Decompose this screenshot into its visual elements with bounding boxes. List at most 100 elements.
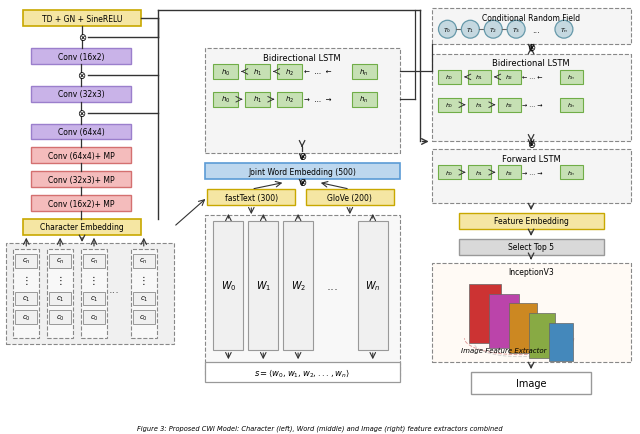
- Bar: [23, 11, 141, 27]
- Text: $c_1$: $c_1$: [140, 294, 148, 303]
- Text: $h_2$: $h_2$: [505, 73, 513, 82]
- Text: $h_n$: $h_n$: [566, 168, 575, 178]
- Text: Conv (64x4): Conv (64x4): [58, 128, 104, 137]
- Text: ...: ...: [532, 26, 540, 35]
- Bar: [81, 249, 107, 339]
- Text: Forward LSTM: Forward LSTM: [502, 155, 561, 164]
- Text: $c_n$: $c_n$: [56, 256, 65, 266]
- Text: Select Top 5: Select Top 5: [508, 243, 554, 252]
- Bar: [460, 214, 604, 230]
- Bar: [133, 254, 155, 268]
- Text: $T_1$: $T_1$: [467, 26, 474, 35]
- Text: Conv (64x4)+ MP: Conv (64x4)+ MP: [47, 151, 115, 161]
- Bar: [431, 263, 630, 362]
- Text: ...: ...: [108, 284, 119, 294]
- Text: $h_n$: $h_n$: [359, 67, 369, 77]
- Text: $T_0$: $T_0$: [444, 26, 452, 35]
- Text: $h_1$: $h_1$: [475, 101, 483, 110]
- Bar: [205, 216, 399, 376]
- Bar: [133, 311, 155, 325]
- Bar: [13, 249, 39, 339]
- Bar: [277, 92, 302, 108]
- Text: $c_0$: $c_0$: [90, 313, 99, 322]
- Bar: [469, 284, 501, 343]
- Text: → ... →: → ... →: [522, 103, 542, 108]
- Text: ⊗: ⊗: [298, 152, 306, 162]
- Text: TD + GN + SineRELU: TD + GN + SineRELU: [42, 15, 122, 24]
- Bar: [47, 249, 73, 339]
- Bar: [549, 324, 573, 361]
- Text: Image Feature Extractor: Image Feature Extractor: [461, 347, 547, 353]
- Text: $T_3$: $T_3$: [512, 26, 520, 35]
- Bar: [207, 190, 295, 206]
- Text: $c_n$: $c_n$: [140, 256, 148, 266]
- Text: GloVe (200): GloVe (200): [328, 193, 372, 202]
- Bar: [468, 166, 492, 180]
- Bar: [133, 292, 155, 306]
- Text: Feature Embedding: Feature Embedding: [493, 217, 568, 226]
- Text: $h_0$: $h_0$: [445, 168, 454, 178]
- Text: Image: Image: [516, 378, 547, 388]
- Bar: [471, 372, 591, 394]
- Text: Bidirectional LSTM: Bidirectional LSTM: [263, 53, 341, 62]
- Text: Conv (16x2)+ MP: Conv (16x2)+ MP: [48, 199, 115, 208]
- Text: $h_1$: $h_1$: [475, 168, 483, 178]
- Bar: [214, 65, 238, 80]
- Bar: [468, 99, 492, 112]
- Bar: [468, 71, 492, 85]
- Text: →  ...  →: → ... →: [304, 97, 332, 103]
- Text: $c_1$: $c_1$: [56, 294, 65, 303]
- Bar: [489, 294, 519, 349]
- Bar: [438, 99, 461, 112]
- Bar: [15, 254, 37, 268]
- Circle shape: [461, 21, 479, 39]
- Text: $W_1$: $W_1$: [255, 279, 271, 293]
- Text: $c_1$: $c_1$: [90, 294, 98, 303]
- Text: Bidirectional LSTM: Bidirectional LSTM: [492, 59, 570, 68]
- Text: $c_n$: $c_n$: [22, 256, 31, 266]
- Bar: [49, 292, 71, 306]
- Bar: [205, 164, 399, 180]
- Text: ←  ...  ←: ← ... ←: [304, 69, 332, 75]
- Bar: [438, 71, 461, 85]
- Text: ⊗: ⊗: [298, 178, 306, 188]
- Text: $h_n$: $h_n$: [359, 95, 369, 105]
- Bar: [15, 311, 37, 325]
- Text: $h_0$: $h_0$: [221, 67, 230, 77]
- Text: ⊗: ⊗: [527, 140, 535, 150]
- Bar: [214, 92, 238, 108]
- Bar: [15, 292, 37, 306]
- Text: ← ... ←: ← ... ←: [522, 75, 542, 80]
- Text: $h_0$: $h_0$: [221, 95, 230, 105]
- Text: $c_0$: $c_0$: [140, 313, 148, 322]
- Bar: [306, 190, 394, 206]
- Circle shape: [484, 21, 502, 39]
- Bar: [49, 254, 71, 268]
- Text: $h_2$: $h_2$: [285, 67, 294, 77]
- Text: ⊗: ⊗: [77, 108, 85, 118]
- Text: InceptionV3: InceptionV3: [508, 267, 554, 276]
- Bar: [6, 243, 173, 345]
- Bar: [283, 221, 313, 350]
- Bar: [431, 55, 630, 142]
- Text: Conv (32x3): Conv (32x3): [58, 90, 104, 99]
- Text: fastText (300): fastText (300): [225, 193, 278, 202]
- Text: $W_n$: $W_n$: [365, 279, 381, 293]
- Bar: [560, 71, 583, 85]
- Text: → ... →: → ... →: [522, 171, 542, 175]
- Text: $h_2$: $h_2$: [505, 168, 513, 178]
- Text: ⊗: ⊗: [78, 33, 86, 43]
- Text: ⋮: ⋮: [55, 275, 65, 285]
- Bar: [205, 362, 399, 382]
- Text: ...: ...: [327, 279, 339, 293]
- Bar: [245, 92, 270, 108]
- Bar: [23, 220, 141, 235]
- Text: $h_n$: $h_n$: [566, 73, 575, 82]
- Bar: [352, 92, 377, 108]
- Circle shape: [438, 21, 456, 39]
- Bar: [31, 49, 131, 65]
- Text: $h_n$: $h_n$: [566, 101, 575, 110]
- Bar: [31, 148, 131, 164]
- Bar: [431, 9, 630, 45]
- Bar: [498, 71, 521, 85]
